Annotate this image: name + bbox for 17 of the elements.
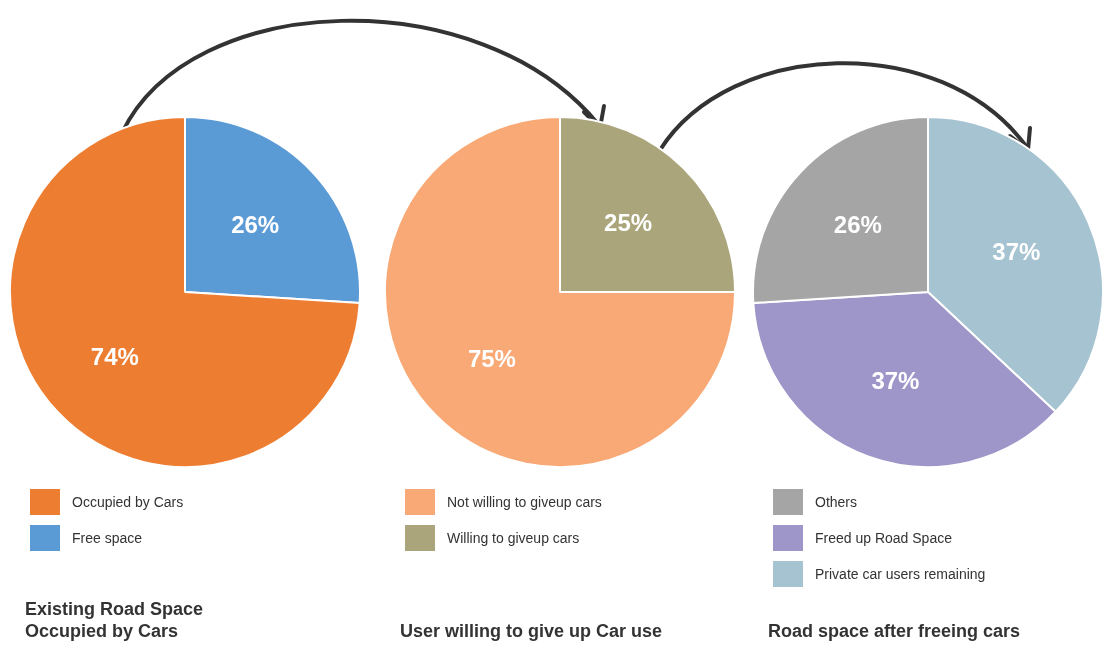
data-label: 26%	[833, 210, 882, 238]
legend-label: Freed up Road Space	[815, 530, 952, 546]
text: Existing Road Space Occupied by Cars	[25, 598, 205, 642]
text: User willing to give up Car use	[400, 620, 664, 642]
data-label: 25%	[604, 208, 653, 236]
legend-label: Free space	[72, 530, 143, 546]
legend-label: Not willing to giveup cars	[447, 494, 602, 510]
data-label: 37%	[992, 238, 1041, 266]
data-label: 26%	[231, 210, 280, 238]
legend-label: Willing to giveup cars	[447, 530, 580, 546]
legend-label: Private car users remaining	[815, 566, 986, 582]
text: Road space after freeing cars	[768, 620, 1022, 642]
data-label: 75%	[467, 344, 516, 372]
data-label: 74%	[90, 342, 139, 370]
legend-label: Others	[815, 494, 858, 510]
data-label: 37%	[871, 367, 920, 395]
legend-label: Occupied by Cars	[72, 494, 184, 510]
